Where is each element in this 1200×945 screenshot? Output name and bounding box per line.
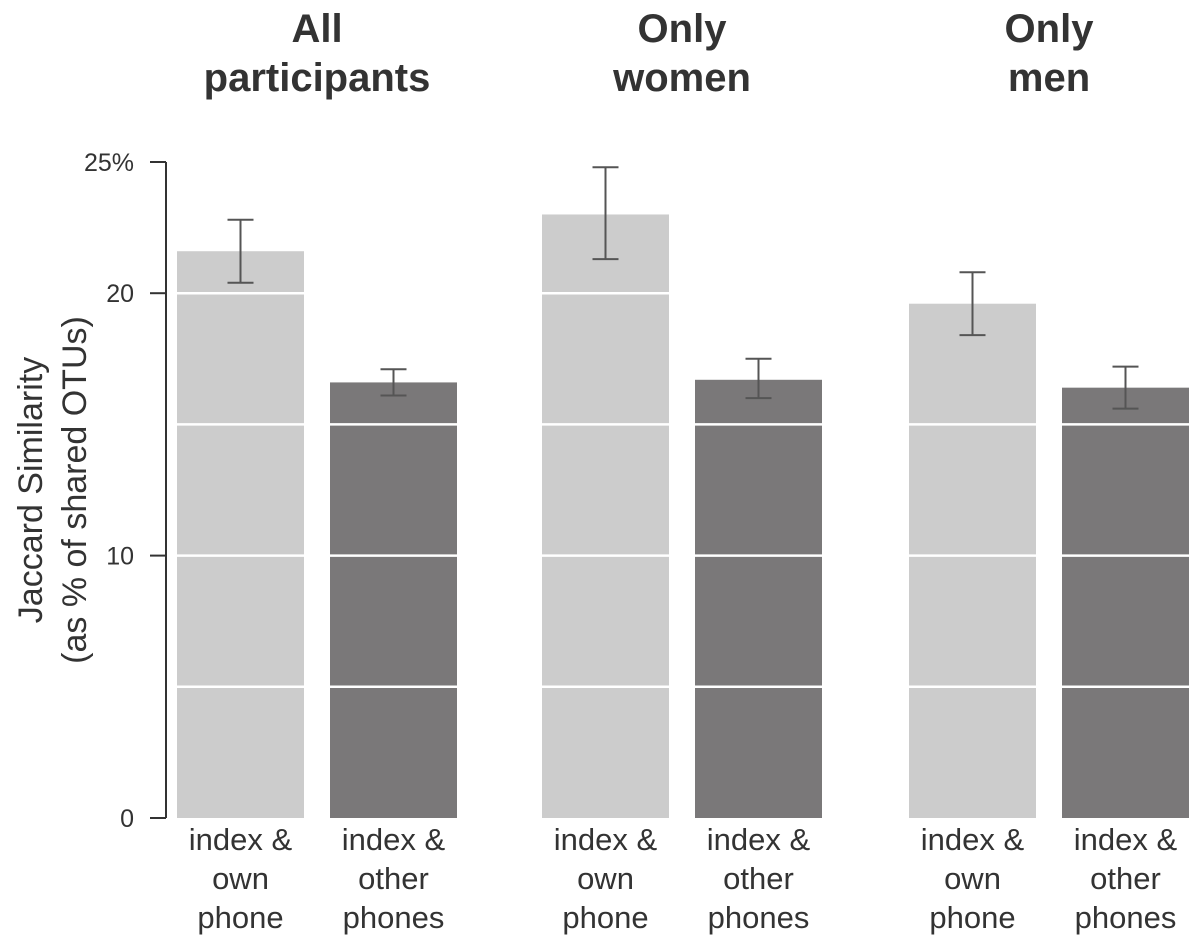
group-title: women [612,56,751,100]
category-label: other [358,861,429,896]
category-label: phones [708,900,810,935]
bar [177,251,304,818]
bar [1062,387,1189,818]
category-label: phones [1075,900,1177,935]
group-title: men [1008,56,1090,100]
category-label: phones [343,900,445,935]
y-tick-label: 20 [106,280,134,308]
category-label: index & [554,822,658,857]
category-label: phone [197,900,283,935]
error-bars-layer [227,166,1139,410]
category-label: index & [1074,822,1178,857]
bars-layer [177,214,1189,819]
y-tick-label: 10 [106,543,134,571]
bar [695,379,822,818]
category-label: index & [342,822,446,857]
group-title: Only [1005,7,1095,51]
y-axis [150,161,167,819]
category-label: own [212,861,269,896]
bar [909,303,1036,818]
category-label: other [1090,861,1161,896]
category-label: phone [562,900,648,935]
labels-layer: All participants index & own phone index & oth… [12,7,1178,935]
bar [330,382,457,818]
bar [542,214,669,819]
group-title: participants [204,56,431,100]
y-axis-title: Jaccard Similarity [12,357,50,623]
category-label: own [944,861,1001,896]
y-tick-label: 25% [84,149,134,177]
category-label: phone [929,900,1015,935]
category-label: other [723,861,794,896]
category-label: index & [707,822,811,857]
gridlines-layer [177,291,1189,689]
group-title: All [291,7,342,51]
y-tick-label: 0 [120,805,134,833]
y-axis-title: (as % of shared OTUs) [56,316,94,664]
category-label: index & [921,822,1025,857]
category-label: index & [189,822,293,857]
group-title: Only [638,7,728,51]
category-label: own [577,861,634,896]
